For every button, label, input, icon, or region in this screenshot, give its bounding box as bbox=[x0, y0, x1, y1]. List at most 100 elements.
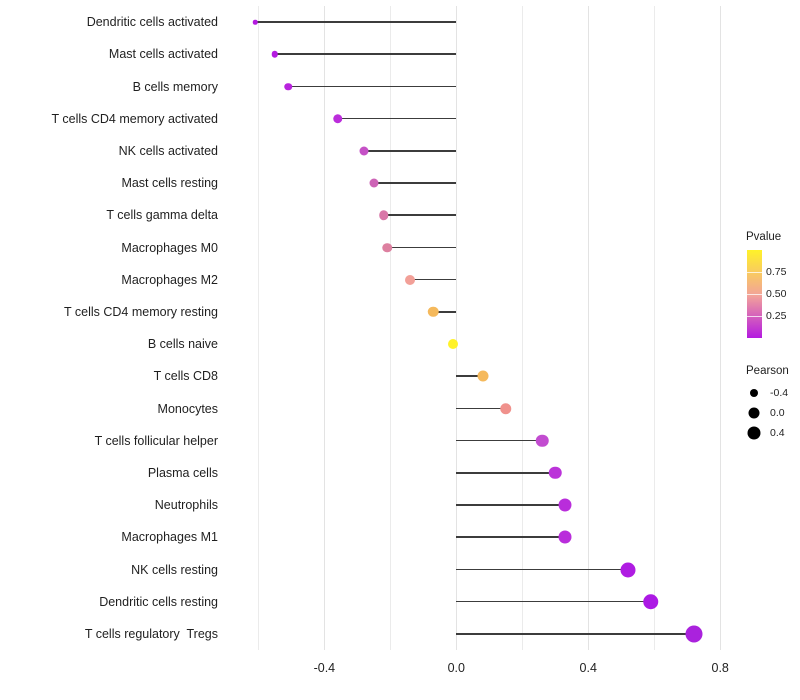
chart-row: B cells naive bbox=[148, 328, 740, 360]
y-axis-tick-label: Neutrophils bbox=[154, 498, 218, 513]
lollipop-stem bbox=[456, 568, 628, 571]
pvalue-legend: Pvalue 0.25 0.50 0.75 bbox=[744, 231, 800, 338]
colorbar-tick bbox=[747, 315, 762, 317]
y-axis-tick-label: Plasma cells bbox=[147, 465, 218, 480]
lollipop-dot[interactable] bbox=[382, 242, 392, 253]
y-axis-tick-label: T cells follicular helper bbox=[94, 433, 218, 448]
lollipop-dot[interactable] bbox=[284, 82, 292, 91]
lollipop-stem bbox=[456, 407, 506, 410]
lollipop-stem bbox=[456, 536, 566, 539]
lollipop-stem bbox=[456, 633, 694, 635]
lollipop-dot[interactable] bbox=[448, 339, 458, 350]
lollipop-dot[interactable] bbox=[500, 402, 512, 415]
y-axis-tick-label: Dendritic cells resting bbox=[99, 594, 218, 609]
y-axis-tick-label: T cells CD4 memory resting bbox=[64, 304, 218, 319]
lollipop-stem bbox=[255, 21, 457, 23]
pearson-legend: Pearson -0.4 0.0 0.4 bbox=[744, 364, 800, 444]
legend-area: Pvalue 0.25 0.50 0.75 Pearson -0.4 0.0 0.4 bbox=[744, 231, 800, 444]
lollipop-dot[interactable] bbox=[405, 274, 416, 285]
lollipop-dot[interactable] bbox=[359, 146, 369, 156]
pearson-legend-dot bbox=[750, 389, 758, 397]
lollipop-stem bbox=[373, 182, 457, 184]
gridline-minor bbox=[654, 6, 656, 650]
pearson-legend-row: -0.4 bbox=[744, 383, 800, 403]
y-axis-tick-label: T cells CD8 bbox=[153, 369, 218, 384]
lollipop-stem bbox=[383, 214, 457, 217]
chart-row: NK cells activated bbox=[119, 135, 740, 167]
chart-row: Monocytes bbox=[158, 393, 740, 425]
colorbar-tick bbox=[747, 271, 762, 273]
lollipop-stem bbox=[456, 375, 483, 378]
colorbar-tick-label: 0.50 bbox=[766, 287, 787, 300]
gridline-minor bbox=[258, 6, 260, 650]
pearson-legend-title: Pearson bbox=[746, 364, 789, 377]
lollipop-dot[interactable] bbox=[685, 625, 703, 643]
chart-row: T cells gamma delta bbox=[106, 199, 740, 231]
y-axis-tick-label: Mast cells resting bbox=[121, 176, 218, 191]
chart-row: T cells follicular helper bbox=[95, 425, 740, 457]
y-axis-tick-label: B cells naive bbox=[147, 337, 218, 352]
lollipop-dot[interactable] bbox=[558, 498, 572, 512]
lollipop-stem bbox=[274, 53, 457, 56]
plot-area: Dendritic cells activated Mast cells acti… bbox=[52, 6, 740, 650]
lollipop-dot[interactable] bbox=[252, 19, 258, 25]
x-axis-tick-label: 0.4 bbox=[579, 661, 597, 675]
y-axis-tick-label: B cells memory bbox=[132, 79, 218, 94]
lollipop-dot[interactable] bbox=[549, 466, 562, 480]
gridline-major bbox=[588, 6, 590, 650]
y-axis-tick-label: Monocytes bbox=[157, 401, 218, 416]
y-axis-tick-label: Mast cells activated bbox=[108, 47, 218, 62]
lollipop-stem bbox=[456, 504, 566, 506]
pearson-legend-label: 0.0 bbox=[770, 406, 785, 419]
lollipop-stem bbox=[410, 278, 457, 281]
pearson-legend-label: 0.4 bbox=[770, 426, 785, 439]
pearson-legend-dot bbox=[748, 407, 760, 419]
lollipop-stem bbox=[363, 150, 457, 152]
chart-row: T cells regulatory Tregs bbox=[85, 618, 740, 650]
y-axis-tick-label: Dendritic cells activated bbox=[86, 15, 218, 30]
lollipop-dot[interactable] bbox=[332, 113, 343, 124]
pearson-legend-entries: -0.4 0.0 0.4 bbox=[744, 383, 800, 443]
lollipop-dot[interactable] bbox=[535, 434, 549, 447]
chart-row: Plasma cells bbox=[148, 457, 740, 489]
lollipop-dot[interactable] bbox=[369, 178, 379, 188]
y-axis-tick-label: Macrophages M0 bbox=[121, 240, 218, 255]
chart-row: NK cells resting bbox=[131, 554, 740, 586]
lollipop-dot[interactable] bbox=[643, 593, 659, 610]
chart-row: B cells memory bbox=[133, 71, 740, 103]
y-axis-tick-label: Macrophages M2 bbox=[121, 272, 218, 287]
lollipop-stem bbox=[456, 472, 556, 474]
lollipop-stem bbox=[288, 85, 457, 88]
lollipop-dot[interactable] bbox=[620, 562, 636, 577]
chart-row: Dendritic cells resting bbox=[99, 586, 740, 618]
y-axis-tick-label: T cells CD4 memory activated bbox=[51, 111, 219, 126]
pvalue-legend-title: Pvalue bbox=[746, 231, 782, 243]
chart-row: Mast cells activated bbox=[109, 38, 740, 70]
gridline-major bbox=[456, 6, 458, 650]
lollipop-dot[interactable] bbox=[427, 306, 439, 318]
lollipop-stem bbox=[387, 246, 457, 249]
chart-row: T cells CD4 memory resting bbox=[64, 296, 740, 328]
chart-row: Dendritic cells activated bbox=[87, 6, 740, 38]
x-axis-tick-label: 0.8 bbox=[711, 661, 729, 675]
lollipop-dot[interactable] bbox=[271, 51, 279, 58]
lollipop-dot[interactable] bbox=[477, 370, 489, 382]
lollipop-dot[interactable] bbox=[378, 210, 389, 221]
y-axis-tick-label: T cells regulatory Tregs bbox=[84, 626, 218, 641]
gridline-major bbox=[324, 6, 326, 650]
chart-row: T cells CD8 bbox=[154, 360, 740, 392]
chart-row: Macrophages M0 bbox=[121, 232, 740, 264]
y-axis-tick-label: Macrophages M1 bbox=[121, 530, 218, 545]
chart-row: Mast cells resting bbox=[121, 167, 740, 199]
pearson-legend-row: 0.0 bbox=[744, 403, 800, 423]
pearson-legend-row: 0.4 bbox=[744, 423, 800, 443]
y-axis-tick-label: NK cells activated bbox=[118, 143, 218, 158]
y-axis-tick-label: T cells gamma delta bbox=[106, 208, 218, 223]
pearson-legend-label: -0.4 bbox=[770, 386, 789, 399]
lollipop-dot[interactable] bbox=[558, 530, 572, 544]
colorbar-tick-label: 0.25 bbox=[766, 309, 787, 322]
chart-row: Neutrophils bbox=[155, 489, 740, 521]
lollipop-stem bbox=[456, 439, 543, 442]
x-axis-tick-label: -0.4 bbox=[313, 661, 336, 675]
